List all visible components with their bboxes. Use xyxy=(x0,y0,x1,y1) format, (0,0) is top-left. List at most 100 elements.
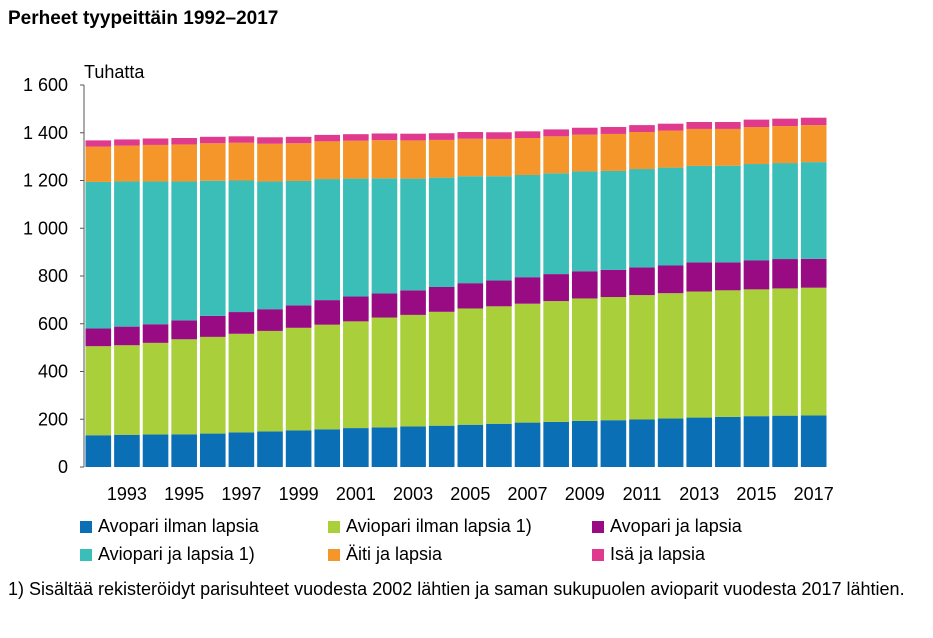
bar-segment-2010-s2 xyxy=(600,269,627,298)
bar-segment-2001-s0 xyxy=(343,428,369,467)
bar-segment-2014-s3 xyxy=(715,165,741,263)
chart-title: Perheet tyypeittäin 1992–2017 xyxy=(8,8,279,29)
bar-segment-2006-s4 xyxy=(486,138,512,177)
bar-segment-2016-s4 xyxy=(772,126,798,164)
bar-segment-2004-s1 xyxy=(428,311,455,426)
legend-label: Avopari ilman lapsia xyxy=(98,516,259,536)
bar-stack-1995 xyxy=(171,138,197,467)
bar-segment-2009-s2 xyxy=(571,271,598,299)
bar-segment-1992-s1 xyxy=(85,346,112,436)
bar-segment-2000-s4 xyxy=(314,141,341,180)
bar-segment-2008-s5 xyxy=(543,129,569,137)
bar-segment-1999-s1 xyxy=(285,327,312,431)
bar-segment-2007-s3 xyxy=(514,175,541,278)
x-tick-label-2009: 2009 xyxy=(565,484,605,504)
bar-segment-2015-s1 xyxy=(743,289,770,417)
bar-segment-1995-s0 xyxy=(171,434,197,467)
legend-swatch xyxy=(592,520,604,533)
bar-segment-2013-s5 xyxy=(686,122,713,129)
bar-segment-2017-s2 xyxy=(800,258,827,288)
bar-stack-2002 xyxy=(371,133,398,467)
bar-stack-2016 xyxy=(772,118,798,467)
bar-segment-1994-s5 xyxy=(142,138,169,145)
bar-segment-2004-s4 xyxy=(428,139,455,178)
bar-segment-2017-s5 xyxy=(800,117,827,126)
bar-segment-1992-s3 xyxy=(85,181,112,329)
bar-stack-2013 xyxy=(686,122,713,467)
bar-segment-1995-s5 xyxy=(171,138,197,145)
bar-segment-2007-s1 xyxy=(514,303,541,423)
bar-segment-1998-s4 xyxy=(257,143,283,182)
bar-segment-1994-s1 xyxy=(142,342,169,435)
bar-segment-2011-s5 xyxy=(629,125,655,133)
bar-segment-2016-s1 xyxy=(772,288,798,416)
bar-segment-2007-s4 xyxy=(514,138,541,176)
bar-segment-2004-s2 xyxy=(428,286,455,312)
bar-segment-2003-s2 xyxy=(400,290,426,315)
bar-segment-1999-s3 xyxy=(285,180,312,306)
bar-segment-1998-s5 xyxy=(257,137,283,144)
bar-segment-1992-s0 xyxy=(85,435,112,467)
bar-segment-1996-s3 xyxy=(199,180,226,316)
bar-segment-2017-s4 xyxy=(800,125,827,163)
x-tick-label-2005: 2005 xyxy=(450,484,490,504)
bar-segment-1995-s1 xyxy=(171,339,197,435)
bar-segment-2002-s0 xyxy=(371,427,398,467)
y-tick-label: 600 xyxy=(38,314,68,334)
x-tick-label-2001: 2001 xyxy=(336,484,376,504)
bar-segment-1992-s2 xyxy=(85,328,112,347)
bar-segment-2009-s1 xyxy=(571,298,598,421)
y-tick-label: 1 000 xyxy=(23,218,68,238)
bar-segment-2008-s2 xyxy=(543,274,569,302)
legend-label: Aviopari ja lapsia 1) xyxy=(98,544,255,564)
bar-segment-2007-s2 xyxy=(514,277,541,304)
x-tick-label-1993: 1993 xyxy=(107,484,147,504)
y-axis: 0 200 400 600 800 1 000 1 200 1 400 1 600 xyxy=(23,75,85,477)
bar-segment-2012-s5 xyxy=(657,123,684,131)
bar-segment-2013-s1 xyxy=(686,291,713,418)
bar-segment-1994-s3 xyxy=(142,181,169,325)
bar-segment-1997-s3 xyxy=(228,180,255,313)
x-tick-label-1995: 1995 xyxy=(164,484,204,504)
x-tick-label-2013: 2013 xyxy=(679,484,719,504)
bar-segment-1997-s5 xyxy=(228,136,255,143)
bar-segment-2004-s0 xyxy=(428,425,455,467)
bar-segment-1996-s4 xyxy=(199,143,226,181)
legend-label: Avopari ja lapsia xyxy=(610,516,742,536)
bar-segment-2010-s1 xyxy=(600,297,627,421)
bar-segment-2005-s0 xyxy=(457,424,484,467)
bar-segment-2010-s3 xyxy=(600,170,627,270)
y-tick-label: 0 xyxy=(58,457,68,477)
bar-segment-2013-s2 xyxy=(686,262,713,292)
bar-segment-2007-s0 xyxy=(514,422,541,467)
bar-segment-2003-s4 xyxy=(400,140,426,179)
bar-segment-1993-s5 xyxy=(114,139,140,146)
bar-segment-2008-s0 xyxy=(543,421,569,467)
bar-segment-2015-s2 xyxy=(743,260,770,290)
bar-segment-2002-s4 xyxy=(371,140,398,179)
bar-segment-2014-s4 xyxy=(715,128,741,166)
bar-segment-2015-s0 xyxy=(743,416,770,467)
bar-segment-2009-s5 xyxy=(571,127,598,135)
stacked-bar-chart: Tuhatta 0 200 400 600 800 1 000 1 200 1 400 1 60… xyxy=(23,62,834,504)
bar-segment-1993-s2 xyxy=(114,326,140,346)
bar-segment-2017-s1 xyxy=(800,287,827,416)
bar-stack-2011 xyxy=(629,125,655,467)
bar-segment-2012-s0 xyxy=(657,418,684,467)
bar-stack-2009 xyxy=(571,127,598,467)
bar-segment-2001-s5 xyxy=(343,134,369,141)
bar-stack-2001 xyxy=(343,134,369,467)
bar-stack-2010 xyxy=(600,127,627,467)
bar-segment-2010-s4 xyxy=(600,133,627,171)
y-tick-label: 1 600 xyxy=(23,75,68,95)
bar-segment-2003-s1 xyxy=(400,314,426,427)
legend-label: Isä ja lapsia xyxy=(610,544,706,564)
bar-stack-2007 xyxy=(514,131,541,467)
bar-segment-2016-s5 xyxy=(772,118,798,127)
bar-segment-1998-s2 xyxy=(257,309,283,331)
bar-segment-2001-s3 xyxy=(343,178,369,297)
bar-segment-2005-s5 xyxy=(457,132,484,139)
bar-stack-1996 xyxy=(199,136,226,467)
x-tick-label-2003: 2003 xyxy=(393,484,433,504)
bar-segment-2016-s0 xyxy=(772,415,798,467)
